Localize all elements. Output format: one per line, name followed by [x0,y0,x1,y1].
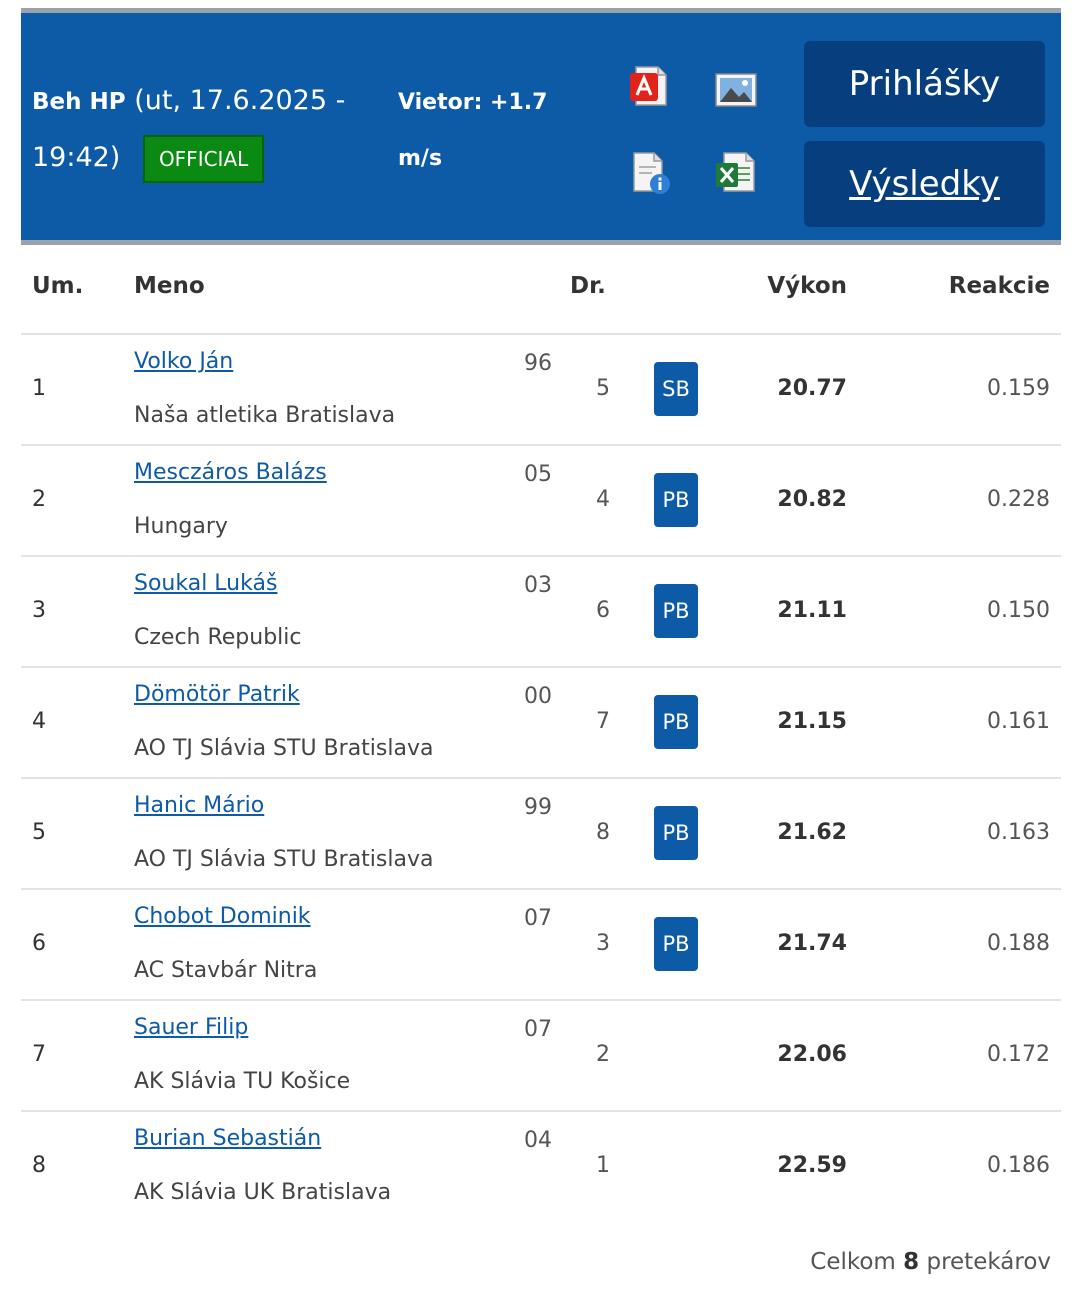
lane: 3 [596,931,610,956]
table-row: 8 Burian Sebastián AK Slávia UK Bratisla… [21,1112,1061,1223]
entries-button[interactable]: Prihlášky [804,41,1045,127]
lane: 1 [596,1153,610,1178]
event-header: Beh HP (ut, 17.6.2025 - 19:42) OFFICIAL … [21,8,1061,245]
athlete-club: AO TJ Slávia STU Bratislava [134,736,434,761]
birth-year: 04 [524,1128,552,1153]
place: 7 [32,1042,46,1067]
total-competitors: Celkom 8 pretekárov [810,1249,1051,1275]
table-row: 1 Volko Ján Naša atletika Bratislava 96 … [21,335,1061,446]
athlete-name-link[interactable]: Volko Ján [134,349,234,374]
athlete-name-link[interactable]: Chobot Dominik [134,904,311,929]
athlete-name-link[interactable]: Mesczáros Balázs [134,460,327,485]
athlete-club: AK Slávia TU Košice [134,1069,351,1094]
performance: 21.15 [777,709,847,734]
performance: 22.59 [777,1153,847,1178]
table-row: 4 Dömötör Patrik AO TJ Slávia STU Bratis… [21,668,1061,779]
image-icon[interactable] [714,68,758,112]
column-lane: Dr. [570,273,606,299]
place: 3 [32,598,46,623]
birth-year: 00 [524,684,552,709]
total-count: 8 [903,1249,920,1275]
athlete-club: Hungary [134,514,228,539]
column-performance: Výkon [767,273,847,299]
lane: 4 [596,487,610,512]
reaction-time: 0.186 [987,1153,1050,1178]
performance: 21.74 [777,931,847,956]
info-document-icon[interactable] [628,151,672,195]
birth-year: 05 [524,462,552,487]
place: 4 [32,709,46,734]
table-row: 6 Chobot Dominik AC Stavbár Nitra 07 3 P… [21,890,1061,1001]
place: 6 [32,931,46,956]
event-datetime: (ut, 17.6.2025 - 19:42) [32,85,346,173]
table-row: 2 Mesczáros Balázs Hungary 05 4 PB 20.82… [21,446,1061,557]
record-badge: PB [654,584,698,638]
reaction-time: 0.163 [987,820,1050,845]
column-name: Meno [134,273,205,299]
athlete-name-link[interactable]: Burian Sebastián [134,1126,322,1151]
birth-year: 96 [524,351,552,376]
pdf-icon[interactable] [628,64,672,108]
athlete-club: Naša atletika Bratislava [134,403,396,428]
place: 5 [32,820,46,845]
lane: 6 [596,598,610,623]
birth-year: 07 [524,906,552,931]
table-row: 5 Hanic Mário AO TJ Slávia STU Bratislav… [21,779,1061,890]
athlete-name-link[interactable]: Soukal Lukáš [134,571,278,596]
birth-year: 99 [524,795,552,820]
total-prefix: Celkom [810,1249,896,1275]
performance: 21.62 [777,820,847,845]
performance: 22.06 [777,1042,847,1067]
performance: 20.77 [777,376,847,401]
athlete-name-link[interactable]: Hanic Mário [134,793,265,818]
athlete-name-link[interactable]: Dömötör Patrik [134,682,300,707]
athlete-club: AO TJ Slávia STU Bratislava [134,847,434,872]
column-reaction: Reakcie [948,273,1050,299]
reaction-time: 0.228 [987,487,1050,512]
results-table-header: Um. Meno Dr. Výkon Reakcie [21,245,1061,335]
reaction-time: 0.159 [987,376,1050,401]
wind-info: Vietor: +1.7 m/s [398,90,548,171]
place: 8 [32,1153,46,1178]
official-status-badge: OFFICIAL [142,134,265,183]
lane: 2 [596,1042,610,1067]
birth-year: 07 [524,1017,552,1042]
lane: 7 [596,709,610,734]
record-badge: PB [654,473,698,527]
lane: 5 [596,376,610,401]
record-badge: SB [654,362,698,416]
reaction-time: 0.150 [987,598,1050,623]
reaction-time: 0.172 [987,1042,1050,1067]
reaction-time: 0.188 [987,931,1050,956]
place: 2 [32,487,46,512]
athlete-club: Czech Republic [134,625,302,650]
event-info: Beh HP (ut, 17.6.2025 - 19:42) OFFICIAL [32,73,372,186]
table-row: 3 Soukal Lukáš Czech Republic 03 6 PB 21… [21,557,1061,668]
performance: 21.11 [777,598,847,623]
results-button[interactable]: Výsledky [804,141,1045,227]
place: 1 [32,376,46,401]
record-badge: PB [654,917,698,971]
total-suffix: pretekárov [926,1249,1051,1275]
athlete-club: AK Slávia UK Bratislava [134,1180,392,1205]
table-row: 7 Sauer Filip AK Slávia TU Košice 07 2 2… [21,1001,1061,1112]
athlete-club: AC Stavbár Nitra [134,958,318,983]
column-place: Um. [32,273,84,299]
birth-year: 03 [524,573,552,598]
lane: 8 [596,820,610,845]
performance: 20.82 [777,487,847,512]
record-badge: PB [654,806,698,860]
excel-icon[interactable] [714,151,758,195]
athlete-name-link[interactable]: Sauer Filip [134,1015,249,1040]
record-badge: PB [654,695,698,749]
event-name: Beh HP [32,89,126,115]
reaction-time: 0.161 [987,709,1050,734]
